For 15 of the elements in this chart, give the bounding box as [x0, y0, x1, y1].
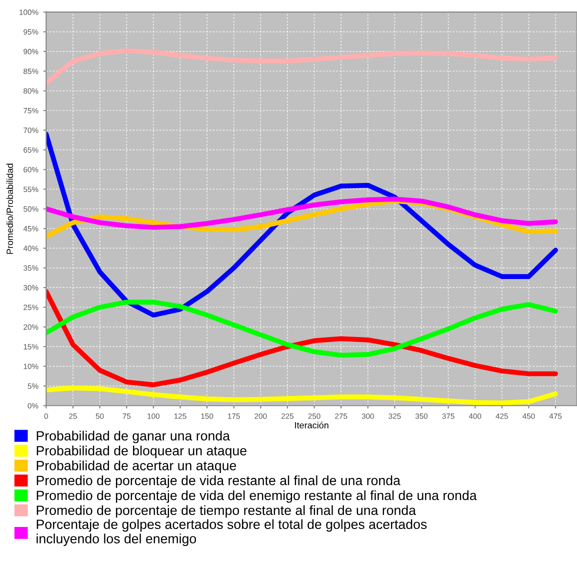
- legend-label: Promedio de porcentaje de tiempo restante al final de una ronda: [36, 505, 416, 518]
- legend-label: Probabilidad de acertar un ataque: [36, 460, 236, 473]
- line-series: [46, 48, 558, 86]
- line-series: [46, 385, 558, 406]
- line-series: [46, 196, 558, 230]
- legend-label: Probabilidad de ganar una ronda: [36, 430, 230, 444]
- y-axis-title: Promedio/Probabilidad: [6, 164, 14, 254]
- legend-label: Promedio de porcentaje de vida del enemigo restante al final de una ronda: [36, 490, 477, 503]
- legend-label: Porcentaje de golpes acertados sobre el total de golpes acertados incluyendo los del enemigo: [36, 519, 427, 546]
- line-series: [46, 300, 558, 358]
- line-series: [46, 132, 558, 318]
- line-series: [46, 289, 558, 388]
- x-axis-title: Iteración: [295, 422, 328, 428]
- legend-label: Promedio de porcentaje de vida restante al final de una ronda: [36, 475, 400, 488]
- legend-label: Probabilidad de bloquear un ataque: [36, 446, 246, 458]
